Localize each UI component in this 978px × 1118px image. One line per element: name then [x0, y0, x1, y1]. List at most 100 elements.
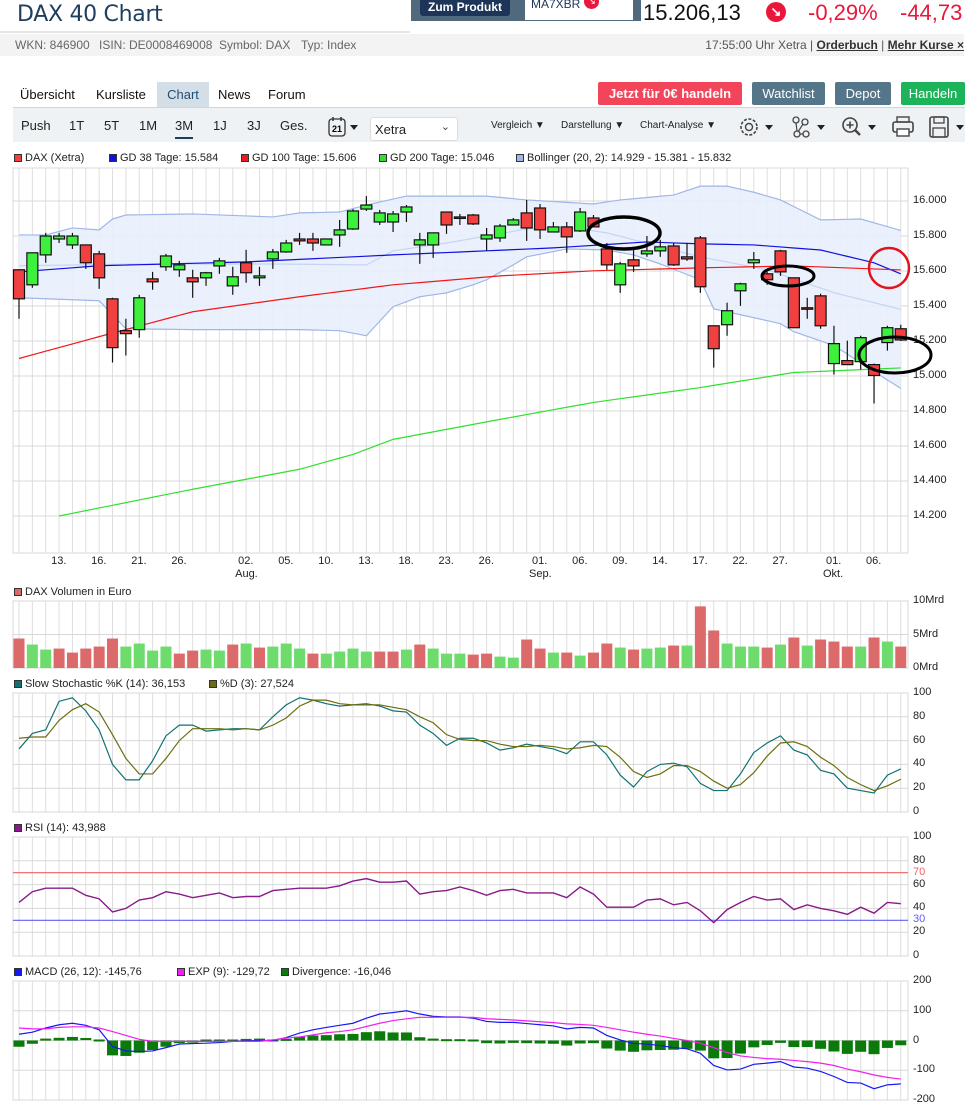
print-button[interactable] — [891, 114, 915, 145]
stoch-y-tick: 100 — [913, 686, 932, 698]
divergence-bar — [614, 1040, 626, 1051]
price-y-tick: 16.000 — [913, 194, 947, 206]
candle — [266, 251, 279, 260]
divergence-bar — [13, 1040, 25, 1047]
candle — [560, 226, 573, 238]
tab-chart[interactable]: Chart — [157, 82, 209, 107]
zum-produkt-button[interactable]: Zum Produkt — [420, 0, 510, 16]
candle — [600, 248, 613, 266]
darstellung-menu[interactable]: Darstellung ▼ — [561, 120, 625, 131]
volume-y-tick: 0Mrd — [913, 661, 939, 673]
volume-bar — [160, 646, 172, 668]
divergence-bar — [748, 1040, 760, 1048]
legend-macd-item: EXP (9): -129,72 — [177, 966, 270, 978]
tab-kursliste[interactable]: Kursliste — [96, 87, 146, 102]
exchange-select[interactable]: Xetra ⌄ — [370, 117, 458, 141]
divergence-bar — [587, 1040, 599, 1044]
calendar-icon: 21 — [328, 117, 358, 137]
mehr-kurse-link[interactable]: Mehr Kurse × — [887, 38, 964, 52]
legend-swatch — [14, 968, 22, 976]
divergence-bar — [668, 1040, 680, 1050]
annotation-circle — [867, 246, 911, 290]
candle — [493, 225, 507, 239]
candle — [333, 229, 346, 236]
period-gesamt[interactable]: Ges. — [280, 118, 308, 133]
volume-bar — [147, 650, 159, 668]
volume-bar — [200, 649, 212, 668]
volume-bar — [694, 606, 706, 668]
divergence-bar — [294, 1036, 306, 1041]
stoch-d-line — [18, 699, 902, 792]
period-1j[interactable]: 1J — [213, 118, 227, 133]
candle — [640, 250, 654, 255]
legend-price-item: GD 200 Tage: 15.046 — [379, 152, 494, 164]
rsi-y-tick: 100 — [913, 830, 932, 842]
candle — [386, 213, 400, 223]
change-percent: -0,29% — [808, 0, 878, 25]
settings-button[interactable] — [737, 114, 777, 145]
save-button[interactable] — [928, 114, 968, 145]
legend-price-item: Bollinger (20, 2): 14.929 - 15.381 - 15.… — [516, 152, 731, 164]
candle — [774, 250, 787, 273]
product-code-link[interactable]: MA7XBR ↘ — [525, 0, 633, 20]
candle — [186, 277, 199, 283]
candle — [306, 238, 320, 244]
trade-free-button[interactable]: Jetzt für 0€ handeln — [598, 82, 742, 105]
candle — [400, 206, 413, 213]
period-push[interactable]: Push — [21, 118, 51, 133]
x-tick-label: 05. — [278, 555, 294, 567]
candle — [720, 310, 734, 326]
calendar-button[interactable]: 21 — [327, 115, 361, 139]
stoch-y-tick: 40 — [913, 757, 926, 770]
candle — [814, 295, 827, 327]
divergence-bar — [320, 1035, 332, 1041]
zoom-button[interactable] — [840, 114, 880, 145]
volume-bar — [13, 638, 25, 668]
exp-line — [18, 1016, 901, 1080]
gd200-line — [58, 367, 901, 517]
candle — [680, 256, 694, 260]
page-title: DAX 40 Chart — [17, 2, 163, 27]
watchlist-button[interactable]: Watchlist — [752, 82, 825, 105]
gear-icon — [740, 118, 773, 136]
legend-label: DAX Volumen in Euro — [25, 586, 132, 598]
divergence-bar — [107, 1040, 119, 1056]
candle — [533, 207, 547, 231]
divergence-bar — [227, 1039, 239, 1042]
candle — [507, 219, 520, 226]
legend-label: GD 100 Tage: 15.606 — [252, 152, 357, 164]
handeln-button[interactable]: Handeln — [901, 82, 965, 105]
volume-bar — [855, 646, 867, 668]
candle — [173, 264, 186, 271]
bollinger-lower-line — [18, 248, 902, 389]
price-y-tick: 14.600 — [913, 439, 947, 451]
menu-label: Vergleich — [491, 120, 533, 131]
orderbuch-link[interactable]: Orderbuch — [816, 38, 878, 52]
x-tick-label: 06. — [572, 555, 588, 567]
arrow-down-right-icon: ↘ — [584, 0, 600, 9]
stoch-y-tick: 60 — [913, 733, 926, 746]
volume-y-tick: 10Mrd — [913, 594, 945, 606]
period-1t[interactable]: 1T — [69, 118, 85, 133]
x-tick-month: Okt. — [822, 568, 844, 580]
change-absolute: -44,73 — [900, 0, 963, 25]
x-tick-label: 16. — [91, 555, 107, 567]
tab-uebersicht[interactable]: Übersicht — [20, 87, 75, 102]
vergleich-menu[interactable]: Vergleich ▼ — [491, 120, 545, 131]
depot-button[interactable]: Depot — [835, 82, 891, 105]
period-3m[interactable]: 3M — [175, 118, 194, 139]
chart-analyse-menu[interactable]: Chart-Analyse ▼ — [640, 120, 717, 131]
period-1m[interactable]: 1M — [139, 118, 158, 133]
period-3j[interactable]: 3J — [247, 118, 261, 133]
divergence-bar — [494, 1040, 506, 1044]
volume-bar — [26, 644, 38, 668]
period-5t[interactable]: 5T — [104, 118, 120, 133]
tab-news[interactable]: News — [218, 87, 251, 102]
tab-forum[interactable]: Forum — [268, 87, 306, 102]
divergence-bar — [414, 1037, 426, 1041]
divergence-bar — [307, 1035, 319, 1041]
x-tick-label: 21. — [131, 555, 147, 567]
indicators-button[interactable] — [789, 114, 829, 145]
divergence-bar — [788, 1040, 800, 1048]
